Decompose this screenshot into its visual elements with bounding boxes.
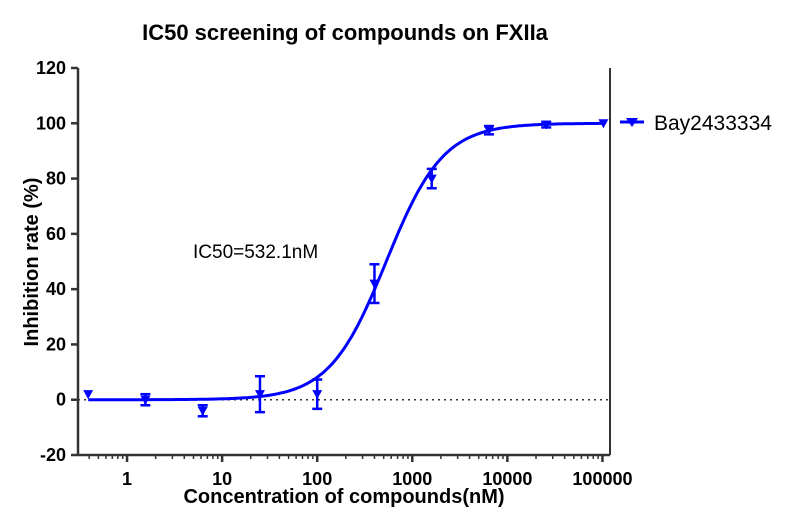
x-tick-label: 10 bbox=[212, 469, 232, 489]
x-tick-label: 100 bbox=[302, 469, 332, 489]
y-tick-label: 60 bbox=[46, 224, 66, 244]
data-point bbox=[312, 390, 323, 400]
legend-label: Bay2433334 bbox=[654, 112, 772, 135]
data-point bbox=[369, 279, 380, 289]
y-tick-label: 80 bbox=[46, 169, 66, 189]
y-tick-label: 0 bbox=[56, 390, 66, 410]
y-tick-label: -20 bbox=[40, 445, 66, 465]
x-tick-label: 10000 bbox=[482, 469, 532, 489]
x-axis-label: Concentration of compounds(nM) bbox=[183, 486, 504, 508]
chart-title: IC50 screening of compounds on FXIIa bbox=[142, 20, 549, 45]
y-axis-label: Inhibition rate (%) bbox=[21, 178, 43, 347]
y-tick-label: 120 bbox=[36, 58, 66, 78]
y-tick-label: 20 bbox=[46, 334, 66, 354]
fit-curve bbox=[88, 121, 604, 402]
data-point bbox=[254, 390, 265, 400]
data-point bbox=[140, 395, 151, 405]
ic50-annotation: IC50=532.1nM bbox=[193, 242, 318, 263]
data-point bbox=[197, 406, 208, 416]
legend: Bay2433334 bbox=[620, 112, 772, 135]
data-point bbox=[598, 119, 609, 129]
data-point bbox=[83, 390, 94, 400]
x-tick-label: 100000 bbox=[572, 469, 632, 489]
x-tick-label: 1000 bbox=[392, 469, 432, 489]
y-tick-label: 100 bbox=[36, 113, 66, 133]
data-point bbox=[426, 174, 437, 184]
y-tick-label: 40 bbox=[46, 279, 66, 299]
data-point bbox=[483, 126, 494, 136]
x-tick-label: 1 bbox=[122, 469, 132, 489]
data-point bbox=[541, 120, 552, 130]
legend-marker-icon bbox=[626, 118, 638, 127]
